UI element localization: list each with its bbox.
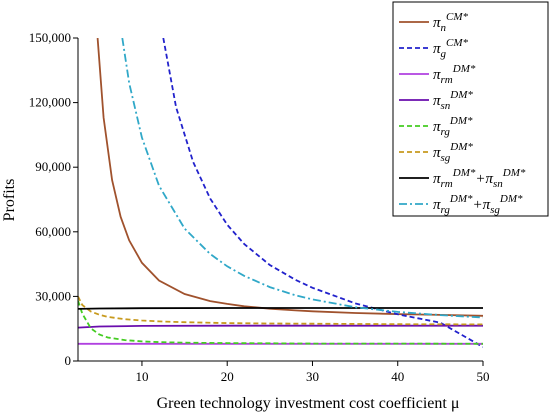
legend-entry-8: πrgDM*+πsgDM* xyxy=(433,193,523,216)
x-tick-label: 20 xyxy=(221,369,234,384)
y-tick-label: 30,000 xyxy=(35,288,71,303)
legend-box xyxy=(392,1,549,217)
y-tick-label: 90,000 xyxy=(35,159,71,174)
series-line-1 xyxy=(96,38,483,317)
legend-entry-7: πrmDM*+πsnDM* xyxy=(433,167,526,190)
legend-entry-5: πrgDM* xyxy=(433,115,473,138)
series-line-7 xyxy=(78,307,483,310)
series-line-5 xyxy=(78,300,483,345)
series-line-8 xyxy=(121,38,483,319)
x-axis-label: Green technology investment cost coeffic… xyxy=(157,395,460,412)
x-tick-label: 50 xyxy=(477,369,490,384)
legend-entry-4: πsnDM* xyxy=(433,89,473,112)
x-tick-label: 10 xyxy=(135,369,148,384)
series-line-2 xyxy=(162,38,483,348)
series-line-4 xyxy=(78,324,483,329)
y-axis-label: Profits xyxy=(1,179,18,222)
series-layer xyxy=(78,38,483,348)
legend: πnCM* πgCM* πrmDM* πsnDM* πrgDM* πsgDM* πrmDM*… xyxy=(392,1,549,217)
y-tick-label: 150,000 xyxy=(29,30,71,45)
y-tick-label: 60,000 xyxy=(35,224,71,239)
legend-entry-6: πsgDM* xyxy=(433,141,473,164)
x-tick-label: 40 xyxy=(391,369,404,384)
x-tick-label: 30 xyxy=(306,369,319,384)
axes-layer: 10 20 30 40 50 0 30,000 60,000 90,000 120,000 150,… xyxy=(29,30,490,384)
legend-entry-1: πnCM* xyxy=(433,11,469,34)
y-tick-label: 120,000 xyxy=(29,95,71,110)
y-tick-label: 0 xyxy=(65,353,72,368)
legend-entry-3: πrmDM* xyxy=(433,63,476,86)
series-line-6 xyxy=(78,295,483,326)
legend-entry-2: πgCM* xyxy=(433,37,469,60)
